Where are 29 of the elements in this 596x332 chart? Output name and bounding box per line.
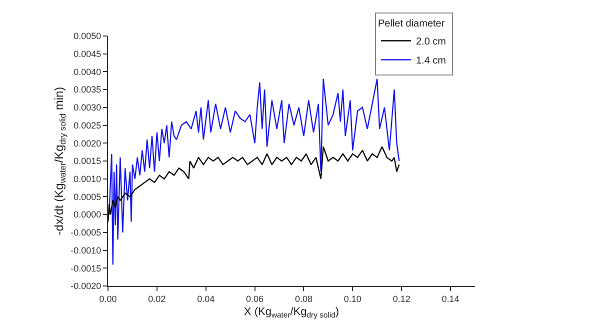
x-tick-label: 0.00 <box>99 294 117 304</box>
legend-label: 1.4 cm <box>416 56 446 67</box>
line-series <box>108 78 400 266</box>
y-tick-label: 0.0030 <box>74 102 102 113</box>
y-tick-label: 0.0045 <box>74 49 102 60</box>
legend-label: 2.0 cm <box>416 36 446 48</box>
x-axis-title: X (Kg$_{water}$/Kg$_{dry solid}$) <box>244 306 340 320</box>
y-tick-label: 0.0035 <box>74 84 102 95</box>
y-tick-label: 0.0010 <box>74 174 102 184</box>
legend-title: Pellet diameter <box>378 18 446 30</box>
y-tick-label: 0.0020 <box>74 138 102 148</box>
x-tick-label: 0.08 <box>294 294 312 304</box>
x-tick-label: 0.04 <box>197 294 215 304</box>
y-tick-label: 0.0025 <box>74 120 102 130</box>
line-series <box>108 146 400 222</box>
y-tick-label: 0.0050 <box>74 31 102 42</box>
x-tick-label: 0.12 <box>392 294 410 304</box>
x-tick-label: 0.14 <box>442 294 460 304</box>
y-tick-label: 0.0015 <box>74 156 102 166</box>
y-tick-label: -0.0005 <box>70 228 102 238</box>
x-tick-label: 0.02 <box>148 294 166 304</box>
y-tick-label: -0.0020 <box>70 281 102 292</box>
y-tick-label: 0.0040 <box>74 66 102 77</box>
x-tick-label: 0.10 <box>344 294 362 304</box>
y-tick-label: 0.0000 <box>74 210 102 220</box>
y-tick-label: 0.0005 <box>74 192 102 202</box>
x-tick-label: 0.06 <box>246 294 264 304</box>
y-tick-label: -0.0015 <box>70 263 102 274</box>
y-tick-label: -0.0010 <box>70 245 102 256</box>
